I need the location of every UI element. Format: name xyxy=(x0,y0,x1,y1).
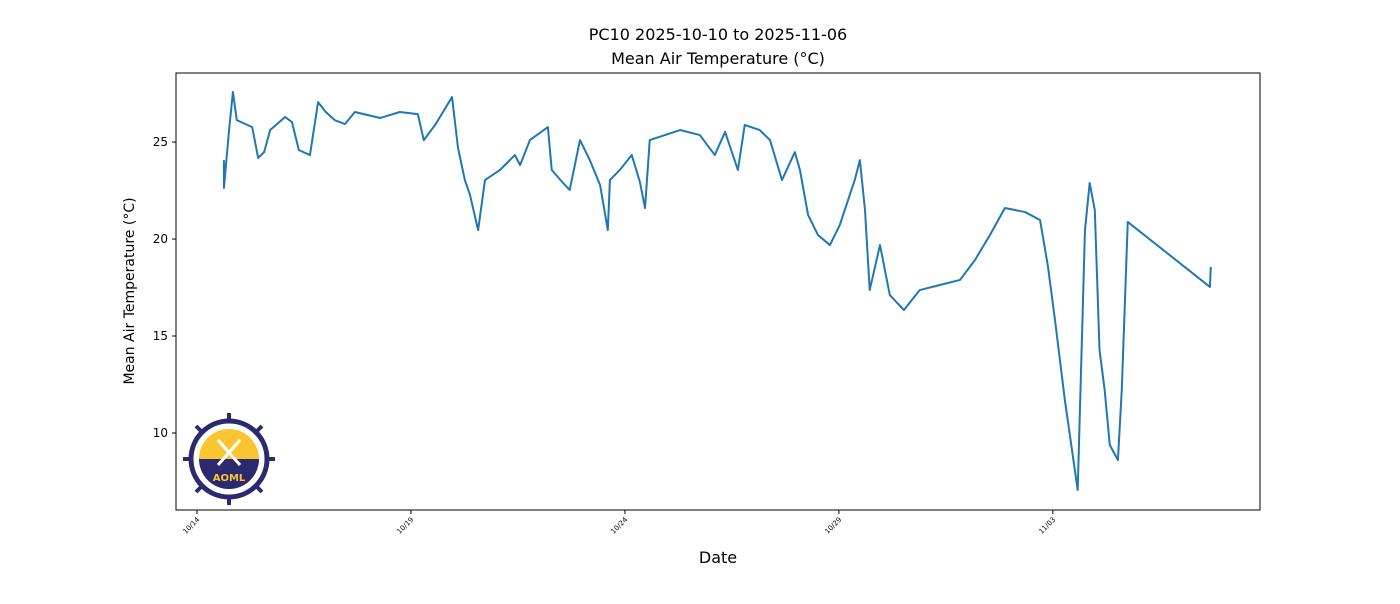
plot-frame xyxy=(175,72,1261,511)
x-axis-label: Date xyxy=(699,548,737,567)
chart-subtitle: Mean Air Temperature (°C) xyxy=(611,49,825,68)
y-tick-label: 20 xyxy=(153,232,168,246)
y-tick-label: 25 xyxy=(153,135,168,149)
logo: AOML xyxy=(183,413,275,505)
chart-title: PC10 2025-10-10 to 2025-11-06 xyxy=(589,25,847,44)
y-axis-label: Mean Air Temperature (°C) xyxy=(122,197,138,384)
y-tick-label: 10 xyxy=(153,426,168,440)
logo-text: AOML xyxy=(213,473,246,484)
data-line xyxy=(222,91,1212,492)
y-tick-label: 15 xyxy=(153,329,168,343)
